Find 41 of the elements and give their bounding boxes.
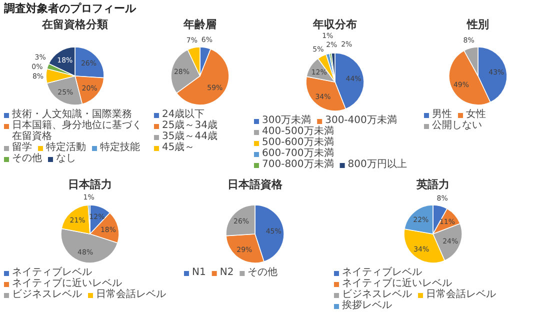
- legend-label: 300-400万未満: [325, 114, 397, 126]
- legend-label: 600-700万未満: [262, 147, 334, 159]
- legend-label: 留学: [12, 141, 32, 153]
- text: 調査対象者のプロフィール: [4, 2, 137, 15]
- legend-label: 300万未満: [262, 114, 312, 126]
- legend-label: 24歳以下: [162, 108, 205, 120]
- legend-label: ネイティブレベル: [342, 266, 422, 278]
- legend-label: 400-500万未満: [262, 125, 334, 137]
- legend-label: なし: [56, 153, 76, 164]
- legend-label: その他: [248, 266, 278, 278]
- legend-label: 特定技能: [100, 141, 140, 153]
- legend-label: 25歳～34歳: [162, 119, 218, 131]
- legend-label: ネイティブに近いレベル: [12, 277, 122, 289]
- chart-title: 英語力: [416, 178, 450, 191]
- legend-label: ビジネスレベル: [342, 289, 412, 300]
- legend-label: 35歳～44歳: [162, 130, 218, 142]
- legend-label: N1: [192, 267, 206, 278]
- legend-label: 特定活動: [46, 141, 86, 153]
- legend-label: 45歳～: [162, 141, 195, 153]
- legend-label: ビジネスレベル: [12, 289, 82, 300]
- legend-label: 挨拶レベル: [342, 299, 392, 311]
- chart-title: 年齢層: [182, 18, 216, 31]
- chart-title: 性別: [466, 18, 489, 31]
- legend-label: 700-800万未満: [262, 158, 334, 170]
- chart-title: 日本語力: [68, 178, 112, 191]
- chart-title: 年収分布: [312, 18, 357, 31]
- legend-label: 日本国籍、身分地位に基づく在留資格: [12, 119, 142, 142]
- legend-label: 女性: [466, 108, 486, 120]
- legend-label: その他: [12, 152, 42, 164]
- legend-label: 技術・人文知識・国際業務: [11, 108, 132, 120]
- legend-label: 500-600万未満: [262, 136, 334, 148]
- legend-label: 800万円以上: [348, 158, 407, 170]
- legend-label: 公開しない: [432, 119, 482, 131]
- legend-label: ネイティブに近いレベル: [342, 277, 452, 289]
- chart-title: 日本語資格: [228, 178, 284, 191]
- legend-label: N2: [220, 267, 234, 278]
- legend-label: 日常会話レベル: [426, 288, 496, 300]
- chart-title: 在留資格分類: [41, 18, 108, 31]
- legend-label: 男性: [432, 108, 452, 120]
- legend-label: 日常会話レベル: [96, 288, 166, 300]
- legend-label: ネイティブレベル: [12, 266, 92, 278]
